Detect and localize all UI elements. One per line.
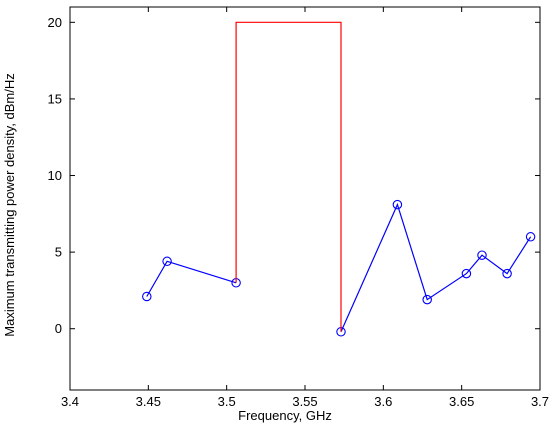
y-tick-label: 5 [55, 245, 62, 260]
x-tick-label: 3.55 [292, 394, 317, 409]
data-point [142, 291, 152, 302]
series-layer [142, 21, 536, 337]
x-tick-label: 3.6 [374, 394, 392, 409]
axes-layer: 3.4 3.45 3.5 3.55 3.6 3.65 3.7 0 5 10 15 20 [48, 6, 549, 409]
data-point [422, 294, 432, 305]
series-0-line-1 [340, 202, 532, 333]
y-axis-label: Maximum transmitting power density, dBm/… [2, 73, 17, 336]
data-point [525, 232, 536, 242]
x-axis-label: Frequency, GHz [238, 408, 332, 423]
data-point [461, 268, 472, 279]
y-tick-label: 20 [48, 15, 62, 30]
x-tick-label: 3.5 [218, 394, 236, 409]
series-0-line-0 [146, 260, 237, 297]
plot-background [70, 7, 540, 390]
data-point [502, 268, 512, 279]
y-tick-label: 10 [48, 168, 62, 183]
x-tick-label: 3.7 [531, 394, 549, 409]
x-tick-label: 3.45 [136, 394, 161, 409]
y-tick-label: 0 [55, 321, 62, 336]
data-point [162, 256, 172, 267]
data-point [477, 250, 487, 260]
plot-area [70, 7, 540, 390]
series-1-line-0 [235, 21, 342, 332]
data-point [392, 199, 403, 210]
x-tick-label: 3.4 [61, 394, 79, 409]
y-tick-label: 15 [48, 91, 62, 106]
x-tick-label: 3.65 [449, 394, 474, 409]
